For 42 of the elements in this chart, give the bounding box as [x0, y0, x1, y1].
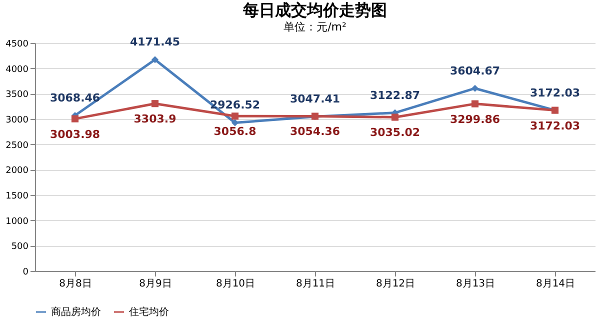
- y-tick-label: 3000: [6, 116, 29, 126]
- point: [231, 112, 239, 120]
- x-tick-label: 8月8日: [59, 278, 92, 290]
- data-label: 4171.45: [130, 36, 180, 49]
- data-label: 3047.41: [290, 92, 340, 106]
- x-tick-label: 8月13日: [456, 278, 496, 290]
- y-tick-label: 3500: [6, 90, 29, 100]
- data-label: 3299.86: [450, 112, 500, 126]
- data-label: 3003.98: [50, 128, 100, 141]
- y-tick-label: 500: [11, 242, 29, 252]
- data-label: 3035.02: [370, 126, 420, 140]
- chart-title: 每日成交均价走势图: [242, 0, 387, 20]
- x-tick-label: 8月12日: [376, 278, 416, 290]
- data-label: 3172.03: [530, 119, 580, 132]
- point: [471, 84, 479, 92]
- data-label: 3604.67: [450, 64, 500, 78]
- point: [391, 114, 399, 121]
- data-label: 3068.46: [50, 92, 100, 105]
- point: [71, 115, 79, 122]
- x-tick-label: 8月9日: [139, 278, 172, 290]
- x-tick-label: 8月10日: [216, 278, 256, 290]
- y-tick-label: 1000: [6, 216, 29, 227]
- point: [231, 119, 239, 126]
- data-label: 3303.9: [134, 112, 176, 126]
- y-tick-label: 2500: [6, 140, 29, 151]
- x-tick-label: 8月14日: [536, 278, 576, 290]
- data-label: 3172.03: [530, 86, 580, 100]
- y-tick-label: 0: [22, 268, 29, 278]
- y-tick-label: 4500: [6, 40, 29, 50]
- y-tick-label: 1500: [6, 192, 29, 202]
- legend-label: 商品房均价: [51, 306, 101, 318]
- data-label: 3122.87: [370, 88, 420, 102]
- y-tick-label: 4000: [6, 64, 29, 75]
- legend-label: 住宅均价: [129, 306, 169, 318]
- point: [151, 56, 159, 64]
- data-label: 3056.8: [214, 125, 256, 138]
- y-tick-label: 2000: [6, 166, 29, 176]
- data-label: 3054.36: [290, 125, 340, 138]
- point: [151, 100, 159, 108]
- chart-subtitle: 单位：元/m²: [284, 20, 346, 34]
- point: [471, 100, 479, 108]
- x-tick-label: 8月11日: [296, 278, 336, 290]
